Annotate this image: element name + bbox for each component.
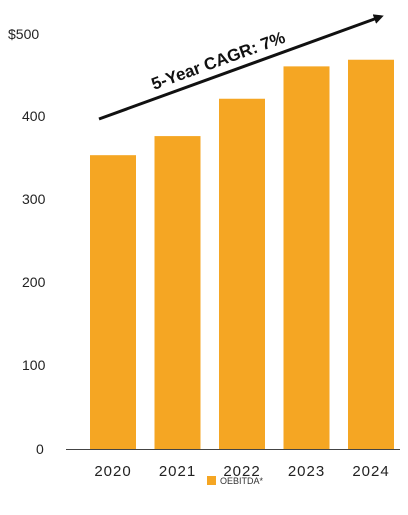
bar-2022 <box>219 98 265 450</box>
y-axis-ticks: $500 400 300 200 100 0 <box>8 26 46 457</box>
x-tick-label: 2023 <box>288 463 325 480</box>
legend-swatch <box>207 476 216 485</box>
x-tick-label: 2022 <box>223 463 260 480</box>
x-axis-ticks: 2020 2021 2022 2023 2024 <box>94 463 389 480</box>
legend: OEBITDA* <box>207 476 264 486</box>
bar-2024 <box>348 59 394 449</box>
bar-2021 <box>154 136 201 449</box>
y-tick-label: 400 <box>22 108 46 124</box>
y-tick-label: 300 <box>22 191 46 207</box>
cagr-label: 5-Year CAGR: 7% <box>149 28 288 94</box>
bar-2023 <box>283 66 330 450</box>
y-tick-label: 100 <box>22 357 46 373</box>
x-tick-label: 2024 <box>352 463 389 480</box>
y-tick-label: 0 <box>36 441 44 457</box>
y-tick-label: 200 <box>22 274 46 290</box>
x-tick-label: 2020 <box>94 463 131 480</box>
legend-label: OEBITDA* <box>220 476 264 486</box>
bars <box>90 59 394 450</box>
y-tick-label: $500 <box>8 26 39 42</box>
cagr-arrow <box>98 14 384 121</box>
bar-2020 <box>90 155 136 449</box>
x-tick-label: 2021 <box>159 463 196 480</box>
